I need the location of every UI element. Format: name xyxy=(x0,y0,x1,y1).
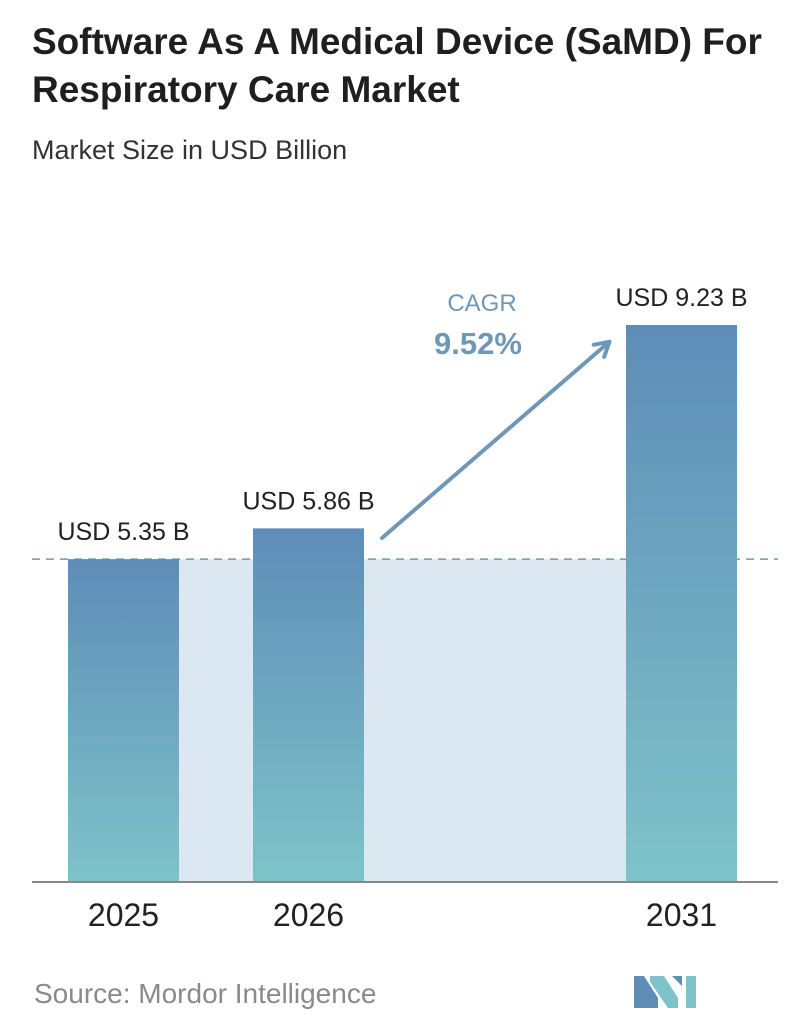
bar-2026 xyxy=(253,528,364,882)
value-label-2031: USD 9.23 B xyxy=(615,284,747,312)
tick-label-2025: 2025 xyxy=(88,897,159,933)
chart-subtitle: Market Size in USD Billion xyxy=(32,135,348,165)
tick-label-2026: 2026 xyxy=(273,897,344,933)
tick-label-2031: 2031 xyxy=(646,897,717,933)
chart-title: Software As A Medical Device (SaMD) For … xyxy=(32,21,762,110)
band-2025-2026 xyxy=(179,559,253,882)
value-label-2026: USD 5.86 B xyxy=(242,487,374,515)
source-note: Source: Mordor Intelligence xyxy=(34,978,377,1009)
bar-2025 xyxy=(68,559,179,882)
band-2026-2031 xyxy=(364,559,626,882)
cagr-label: CAGR xyxy=(447,290,516,317)
bar-2031 xyxy=(626,325,737,882)
mordor-intelligence-logo xyxy=(634,976,696,1008)
value-label-2025: USD 5.35 B xyxy=(57,518,189,546)
cagr-arrow xyxy=(380,339,612,540)
cagr-value: 9.52% xyxy=(434,326,522,361)
